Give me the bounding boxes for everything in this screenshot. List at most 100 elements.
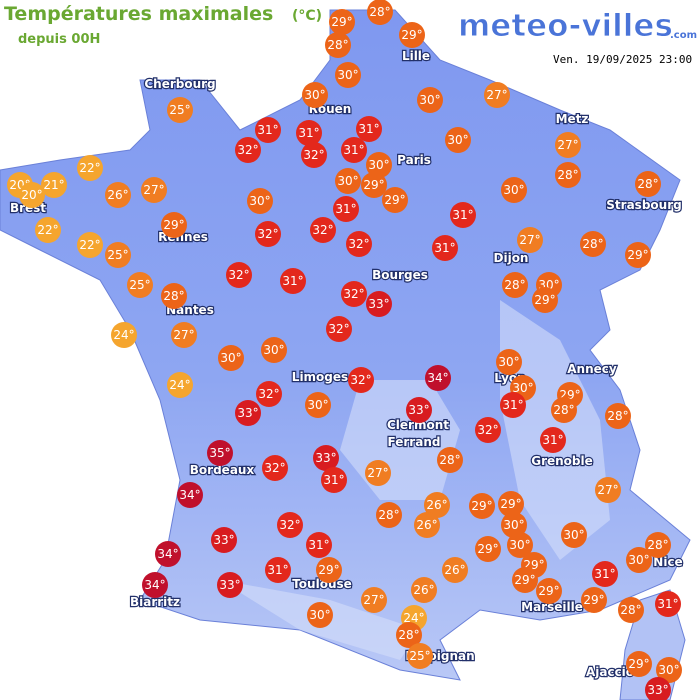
marker-label: 30° <box>419 93 440 107</box>
marker-label: 26° <box>426 498 447 512</box>
marker-dot <box>335 168 361 194</box>
marker-dot <box>105 182 131 208</box>
temperature-marker: 32° <box>235 137 261 163</box>
marker-dot <box>171 322 197 348</box>
temperature-marker: 27° <box>365 460 391 486</box>
marker-label: 31° <box>434 241 455 255</box>
marker-label: 31° <box>282 274 303 288</box>
temperature-marker: 27° <box>595 477 621 503</box>
marker-label: 30° <box>307 398 328 412</box>
temperature-marker: 28° <box>376 502 402 528</box>
marker-label: 29° <box>538 584 559 598</box>
marker-label: 27° <box>519 233 540 247</box>
marker-dot <box>167 97 193 123</box>
temperature-marker: 27° <box>555 132 581 158</box>
marker-dot <box>417 87 443 113</box>
marker-label: 30° <box>309 608 330 622</box>
marker-label: 28° <box>369 5 390 19</box>
marker-label: 31° <box>502 398 523 412</box>
temperature-marker: 31° <box>333 196 359 222</box>
marker-dot <box>77 232 103 258</box>
temperature-marker: 25° <box>127 272 153 298</box>
temperature-marker: 30° <box>507 532 533 558</box>
temperature-marker: 31° <box>592 561 618 587</box>
marker-dot <box>77 155 103 181</box>
marker-dot <box>411 577 437 603</box>
marker-label: 27° <box>143 183 164 197</box>
marker-label: 22° <box>37 223 58 237</box>
temperature-marker: 30° <box>501 512 527 538</box>
marker-dot <box>211 527 237 553</box>
temperature-marker: 31° <box>500 392 526 418</box>
marker-dot <box>532 287 558 313</box>
temperature-marker: 31° <box>321 467 347 493</box>
marker-label: 28° <box>504 278 525 292</box>
marker-dot <box>555 132 581 158</box>
marker-dot <box>217 572 243 598</box>
marker-dot <box>425 365 451 391</box>
marker-label: 28° <box>163 289 184 303</box>
temperature-marker: 34° <box>177 482 203 508</box>
marker-label: 28° <box>647 538 668 552</box>
marker-dot <box>517 227 543 253</box>
temperature-marker: 29° <box>475 536 501 562</box>
temperature-marker: 28° <box>618 597 644 623</box>
marker-dot <box>361 172 387 198</box>
city-label: Marseille <box>521 600 583 614</box>
marker-dot <box>376 502 402 528</box>
temperature-marker: 32° <box>346 231 372 257</box>
temperature-marker: 31° <box>432 235 458 261</box>
marker-label: 30° <box>498 355 519 369</box>
marker-dot <box>469 493 495 519</box>
temperature-marker: 33° <box>645 677 671 700</box>
temperature-marker: 30° <box>626 547 652 573</box>
city-label: Bourges <box>372 268 428 282</box>
temperature-marker: 28° <box>605 403 631 429</box>
city-label: Limoges <box>292 370 348 384</box>
temperature-marker: 33° <box>211 527 237 553</box>
marker-label: 30° <box>337 174 358 188</box>
marker-dot <box>502 272 528 298</box>
temperature-marker: 29° <box>625 242 651 268</box>
marker-dot <box>141 177 167 203</box>
marker-dot <box>500 392 526 418</box>
marker-dot <box>111 322 137 348</box>
temperature-marker: 29° <box>512 567 538 593</box>
marker-dot <box>382 187 408 213</box>
temperature-marker: 34° <box>142 572 168 598</box>
marker-label: 31° <box>308 538 329 552</box>
temperature-marker: 30° <box>218 345 244 371</box>
marker-label: 33° <box>408 403 429 417</box>
marker-label: 30° <box>249 194 270 208</box>
marker-label: 32° <box>258 387 279 401</box>
temperature-marker: 28° <box>325 32 351 58</box>
marker-dot <box>365 460 391 486</box>
marker-dot <box>605 403 631 429</box>
marker-label: 24° <box>169 378 190 392</box>
temperature-marker: 35° <box>207 440 233 466</box>
marker-dot <box>261 337 287 363</box>
marker-label: 28° <box>553 403 574 417</box>
temperature-marker: 29° <box>382 187 408 213</box>
marker-label: 31° <box>657 597 678 611</box>
marker-dot <box>326 316 352 342</box>
marker-dot <box>475 536 501 562</box>
temperature-marker: 29° <box>469 493 495 519</box>
marker-dot <box>262 455 288 481</box>
temperature-marker: 32° <box>326 316 352 342</box>
marker-label: 28° <box>439 453 460 467</box>
marker-dot <box>207 440 233 466</box>
temperature-marker: 25° <box>167 97 193 123</box>
marker-dot <box>396 622 422 648</box>
marker-dot <box>341 281 367 307</box>
marker-dot <box>161 212 187 238</box>
marker-dot <box>414 512 440 538</box>
temperature-marker: 33° <box>406 397 432 423</box>
marker-label: 32° <box>228 268 249 282</box>
temperature-marker: 33° <box>313 445 339 471</box>
temperature-marker: 20° <box>19 182 45 208</box>
temperature-marker: 29° <box>626 651 652 677</box>
marker-dot <box>618 597 644 623</box>
title-unit: (°C) <box>292 8 322 24</box>
marker-label: 31° <box>594 567 615 581</box>
